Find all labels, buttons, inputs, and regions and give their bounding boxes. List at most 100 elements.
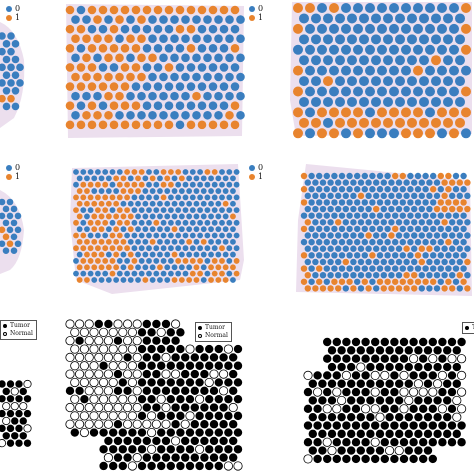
spot	[388, 179, 395, 186]
spot	[109, 5, 119, 15]
spot	[455, 117, 465, 128]
spot	[464, 205, 471, 213]
legend-label-0: 0	[258, 4, 264, 13]
tumor-spot	[6, 380, 15, 388]
spot	[2, 102, 11, 111]
normal-spot	[452, 412, 462, 422]
spot	[418, 271, 425, 279]
spot	[189, 169, 196, 175]
normal-spot	[394, 445, 404, 456]
spot	[377, 128, 387, 139]
tumor-spot	[75, 336, 84, 345]
spot	[350, 205, 357, 213]
spot	[214, 72, 223, 82]
spot	[131, 181, 138, 188]
tumor-spot	[323, 387, 332, 397]
spot	[148, 53, 157, 63]
spot	[327, 271, 334, 279]
spot	[168, 232, 174, 239]
spot	[91, 264, 98, 271]
spot	[299, 55, 309, 66]
spot	[380, 271, 387, 279]
normal-spot	[103, 386, 114, 396]
spot	[215, 226, 222, 233]
spot	[312, 179, 319, 186]
spot	[7, 94, 15, 103]
spot	[461, 86, 471, 97]
normal-spot	[156, 394, 166, 404]
tumor-spot	[190, 420, 199, 429]
spot	[137, 53, 146, 63]
spot	[392, 252, 399, 259]
normal-spot	[127, 394, 138, 404]
spot	[395, 179, 403, 186]
spot	[113, 175, 120, 182]
tumor-spot	[419, 421, 428, 430]
spot	[149, 277, 156, 283]
normal-spot	[132, 352, 142, 363]
spot	[200, 251, 207, 258]
spot	[365, 44, 375, 55]
spot	[109, 194, 116, 201]
tumor-spot	[118, 428, 127, 437]
spot-map-r2-c3	[296, 164, 472, 296]
spot	[359, 76, 369, 87]
spot	[164, 5, 174, 15]
spot	[353, 3, 363, 13]
spot	[142, 43, 152, 53]
spot	[347, 96, 357, 107]
spot	[449, 192, 456, 200]
spot	[376, 238, 384, 246]
spot	[361, 278, 368, 285]
spot	[304, 258, 311, 266]
spot	[219, 5, 229, 15]
spot	[407, 76, 417, 87]
tumor-spot	[371, 354, 380, 363]
spot	[160, 207, 167, 214]
spot	[178, 175, 185, 182]
spot	[182, 219, 189, 226]
tumor-spot	[428, 404, 437, 414]
spot	[346, 225, 353, 233]
spot	[407, 96, 417, 107]
spot	[422, 278, 429, 285]
spot	[93, 15, 102, 24]
tumor-spot	[313, 454, 322, 464]
tumor-spot	[205, 411, 214, 421]
spot	[422, 252, 429, 259]
tumor-spot	[452, 362, 461, 372]
spot	[82, 91, 91, 101]
spot	[105, 264, 112, 271]
spot	[211, 270, 218, 277]
spot	[87, 232, 94, 239]
spot	[312, 245, 319, 252]
tumor-spot	[219, 436, 228, 446]
spot	[219, 245, 225, 252]
spot	[211, 169, 218, 175]
normal-spot	[161, 369, 171, 379]
spot	[178, 277, 185, 283]
tumor-spot	[438, 337, 447, 347]
spot	[230, 226, 236, 233]
tumor-spot	[414, 396, 423, 405]
tumor-spot	[200, 403, 209, 412]
panel-r3-c3	[286, 318, 474, 474]
normal-spot	[98, 327, 109, 337]
tumor-spot	[351, 354, 361, 363]
tumor-spot	[166, 428, 175, 437]
tumor-spot	[399, 454, 409, 464]
normal-spot	[75, 402, 85, 413]
spot	[127, 226, 134, 233]
spot	[160, 169, 167, 175]
tumor-spot	[447, 438, 457, 447]
tumor-spot	[205, 428, 214, 437]
spot	[319, 271, 327, 279]
spot	[403, 192, 410, 200]
spot	[84, 238, 90, 245]
spot	[422, 225, 429, 233]
spot	[323, 34, 333, 45]
spot	[414, 238, 422, 246]
spot	[422, 238, 429, 246]
spot	[449, 205, 456, 213]
spot	[437, 107, 447, 118]
